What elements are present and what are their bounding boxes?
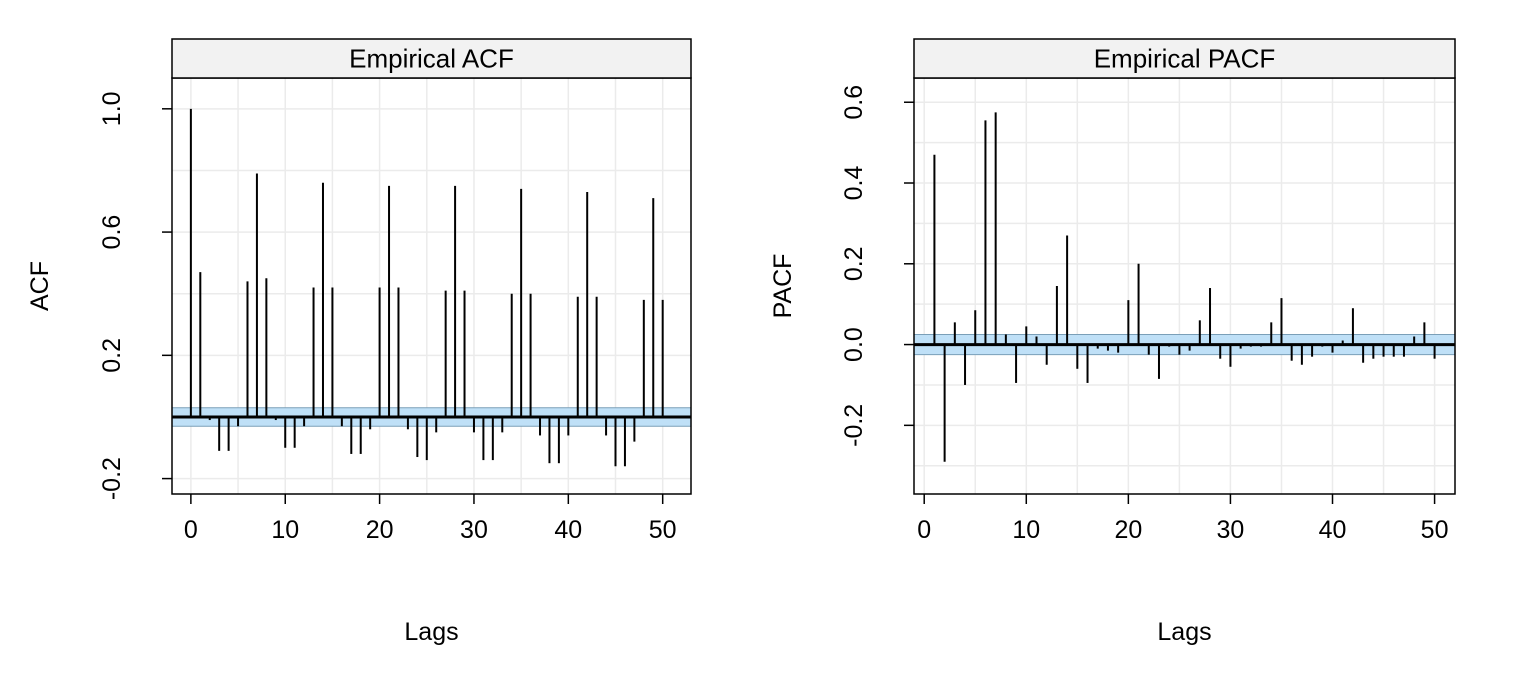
pacf-strip — [913, 38, 1456, 79]
pacf-x-tick-label: 20 — [1114, 516, 1142, 544]
acf-y-tick-label: 1.0 — [98, 91, 126, 126]
pacf-strip-title: Empirical PACF — [1094, 44, 1276, 74]
acf-plot-area — [172, 78, 691, 494]
acf-x-tick-label: 30 — [460, 516, 488, 544]
acf-y-tick-label: -0.2 — [98, 457, 126, 500]
acf-panel: Empirical ACF 0 10 20 30 40 50 -0.2 0.2 0.6 1.0 Lag… — [26, 38, 692, 646]
pacf-x-tick-label: 40 — [1319, 516, 1347, 544]
acf-x-tick-label: 10 — [271, 516, 299, 544]
acf-y-tick-label: 0.2 — [98, 338, 126, 373]
pacf-y-tick-label: -0.2 — [840, 404, 868, 447]
acf-y-tick-label: 0.6 — [98, 215, 126, 250]
acf-x-tick-label: 50 — [649, 516, 677, 544]
acf-x-tick-label: 20 — [366, 516, 394, 544]
acf-y-axis-label: ACF — [26, 261, 54, 311]
acf-strip — [171, 38, 692, 79]
acf-x-tick-label: 0 — [184, 516, 198, 544]
pacf-panel: Empirical PACF 0 10 20 30 40 50 -0.2 0.0 0.2 0.4 0.… — [769, 38, 1456, 646]
pacf-y-axis-label: PACF — [769, 254, 797, 319]
acf-x-tick-label: 40 — [554, 516, 582, 544]
acf-strip-title: Empirical ACF — [349, 44, 514, 74]
pacf-y-tick-label: 0.0 — [840, 327, 868, 362]
pacf-x-tick-label: 10 — [1012, 516, 1040, 544]
pacf-x-tick-label: 30 — [1217, 516, 1245, 544]
pacf-y-tick-label: 0.2 — [840, 246, 868, 281]
pacf-x-tick-label: 0 — [917, 516, 931, 544]
pacf-y-tick-label: 0.6 — [840, 85, 868, 120]
acf-x-axis-label: Lags — [404, 618, 458, 646]
pacf-x-axis-label: Lags — [1157, 618, 1211, 646]
pacf-y-tick-label: 0.4 — [840, 166, 868, 201]
pacf-x-tick-label: 50 — [1421, 516, 1449, 544]
